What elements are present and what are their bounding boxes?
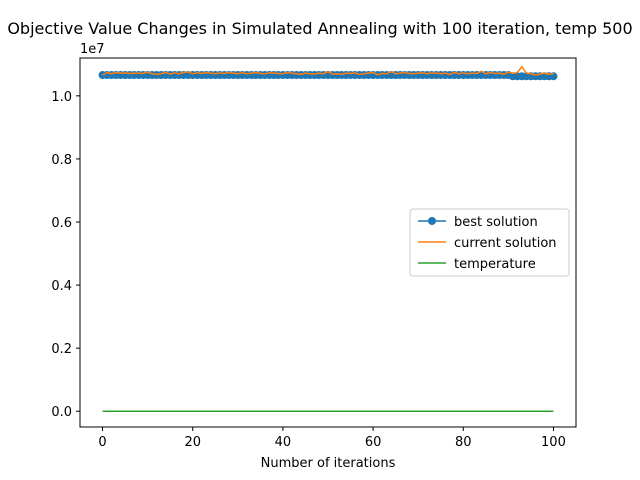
x-axis: 0 20 40 60 80 100: [98, 427, 566, 450]
x-axis-label: Number of iterations: [261, 456, 396, 471]
chart-title: Objective Value Changes in Simulated Ann…: [7, 19, 632, 38]
x-tick-label: 0: [98, 435, 106, 450]
x-tick-label: 40: [275, 435, 292, 450]
x-tick-label: 60: [365, 435, 382, 450]
legend-box: [409, 208, 570, 277]
y-tick-label: 0.8: [51, 153, 72, 168]
y-tick-label: 1.0: [51, 90, 72, 105]
legend-marker: [428, 217, 436, 225]
x-tick-label: 20: [184, 435, 201, 450]
x-tick-label: 80: [455, 435, 472, 450]
y-tick-label: 0.6: [51, 216, 72, 231]
legend-label: current solution: [454, 236, 557, 251]
series-line-1: [102, 65, 554, 76]
y-offset-text: 1e7: [80, 42, 105, 57]
y-axis: 0.0 0.2 0.4 0.6 0.8 1.0: [51, 90, 80, 420]
y-tick-label: 0.2: [51, 342, 72, 357]
legend-label: best solution: [454, 215, 538, 230]
y-tick-label: 0.0: [51, 405, 72, 420]
axes-frame: [79, 57, 577, 428]
legend: best solution current solution temperature: [409, 208, 570, 277]
legend-label: temperature: [454, 257, 536, 272]
y-tick-label: 0.4: [51, 279, 72, 294]
x-tick-label: 100: [541, 435, 566, 450]
plot-area: [98, 65, 558, 412]
